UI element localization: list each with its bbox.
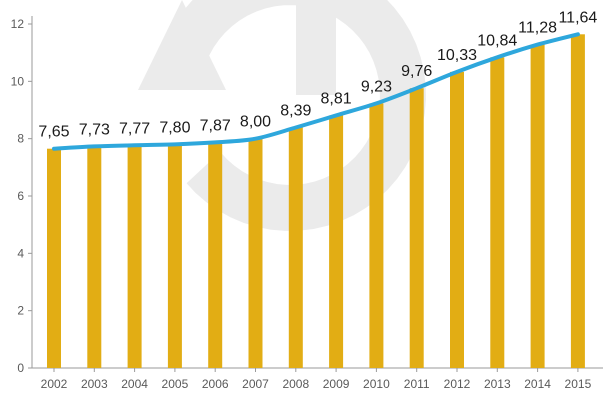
- x-tick-label-2009: 2009: [323, 377, 350, 391]
- bar-2003: [87, 146, 102, 368]
- bar-2013: [490, 57, 505, 369]
- bar-2005: [167, 144, 182, 368]
- data-label-2013: 10,84: [477, 32, 517, 49]
- data-label-2014: 11,28: [518, 20, 557, 37]
- x-tick-label-2010: 2010: [363, 377, 390, 391]
- x-tick-label-2002: 2002: [41, 377, 68, 391]
- bar-2007: [248, 138, 263, 368]
- x-tick-label-2006: 2006: [202, 377, 229, 391]
- data-label-2015: 11,64: [558, 9, 597, 26]
- bar-2009: [329, 115, 344, 369]
- bar-2008: [288, 127, 303, 368]
- x-tick-label-2007: 2007: [242, 377, 269, 391]
- x-tick-label-2005: 2005: [162, 377, 189, 391]
- line-series: [52, 32, 580, 151]
- x-tick-label-2011: 2011: [404, 377, 430, 391]
- bar-2004: [127, 145, 142, 368]
- y-tick-label: 6: [17, 189, 24, 203]
- data-label-2002: 7,65: [38, 124, 69, 141]
- data-label-2008: 8,39: [280, 103, 311, 120]
- data-label-2005: 7,80: [159, 119, 190, 136]
- data-label-2003: 7,73: [79, 121, 110, 138]
- x-tick-labels: 2002 2003 2004 2005 2006 2007 2008 2009 2010 2011…: [41, 377, 592, 391]
- trend-line: [52, 32, 580, 151]
- data-label-2012: 10,33: [437, 47, 477, 64]
- x-tick-label-2014: 2014: [524, 377, 551, 391]
- y-tick-label: 2: [17, 304, 24, 318]
- data-label-2011: 9,76: [401, 63, 432, 80]
- bar-2006: [208, 142, 223, 368]
- y-tick-label: 10: [11, 74, 25, 88]
- data-label-2004: 7,77: [119, 120, 150, 137]
- x-tick-label-2012: 2012: [444, 377, 471, 391]
- axes: [28, 16, 603, 372]
- data-label-2009: 8,81: [321, 90, 352, 107]
- y-tick-label: 4: [17, 246, 24, 260]
- bar-2015: [570, 34, 585, 369]
- x-tick-label-2003: 2003: [81, 377, 108, 391]
- x-tick-label-2015: 2015: [565, 377, 592, 391]
- x-tick-label-2008: 2008: [282, 377, 309, 391]
- y-tick-label: 12: [11, 17, 25, 31]
- x-tick-label-2004: 2004: [121, 377, 148, 391]
- data-label-2010: 9,23: [361, 78, 392, 95]
- data-labels: 7,65 7,73 7,77 7,80 7,87 8,00 8,39 8,81 9,23 9,76…: [38, 9, 597, 140]
- bars: [47, 34, 585, 369]
- bar-2002: [47, 148, 61, 368]
- bar-2010: [369, 103, 384, 369]
- data-label-2006: 7,87: [200, 117, 231, 134]
- x-tick-label-2013: 2013: [484, 377, 511, 391]
- y-tick-label: 8: [17, 132, 24, 146]
- y-tick-labels: 0 2 4 6 8 10 12: [11, 17, 25, 375]
- bar-2014: [530, 44, 545, 368]
- bar-2011: [409, 88, 424, 368]
- data-label-2007: 8,00: [240, 114, 271, 131]
- bar-2012: [450, 71, 464, 369]
- y-tick-label: 0: [17, 361, 24, 375]
